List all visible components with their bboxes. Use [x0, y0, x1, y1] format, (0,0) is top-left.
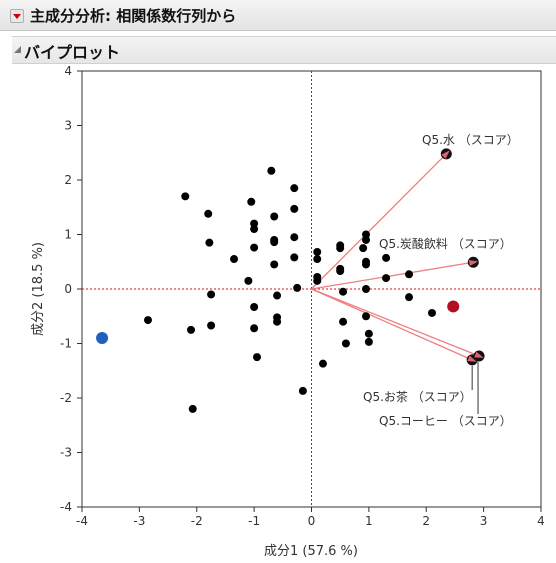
data-point[interactable]	[207, 321, 216, 330]
data-point[interactable]	[290, 253, 299, 262]
data-point[interactable]	[181, 192, 190, 201]
data-point[interactable]	[270, 212, 279, 221]
data-point[interactable]	[362, 285, 371, 293]
data-point[interactable]	[290, 204, 299, 213]
red-triangle-menu-icon[interactable]	[10, 9, 24, 23]
data-point[interactable]	[427, 308, 436, 317]
y-tick-label: -4	[60, 500, 72, 514]
data-point[interactable]	[362, 235, 371, 244]
data-point[interactable]	[362, 312, 371, 321]
vector-arrowhead	[467, 355, 477, 362]
data-point[interactable]	[250, 324, 259, 333]
data-point[interactable]	[339, 287, 348, 296]
x-tick-label: 2	[422, 514, 430, 528]
highlight-point[interactable]	[96, 332, 109, 345]
data-point[interactable]	[405, 293, 414, 302]
data-point[interactable]	[230, 255, 239, 264]
y-tick-label: -2	[60, 391, 72, 405]
report-header: 主成分分析: 相関係数行列から	[0, 0, 556, 31]
data-point[interactable]	[364, 337, 373, 346]
data-point[interactable]	[336, 244, 345, 253]
x-tick-label: 1	[365, 514, 373, 528]
data-point[interactable]	[273, 291, 282, 300]
vector-arrowhead	[468, 259, 479, 266]
data-point[interactable]	[298, 386, 307, 395]
vector-label: Q5.炭酸飲料 （スコア）	[379, 236, 512, 251]
x-tick-label: 3	[480, 514, 488, 528]
data-point[interactable]	[359, 244, 368, 253]
x-tick-label: -1	[248, 514, 260, 528]
data-point[interactable]	[270, 260, 279, 269]
x-tick-label: -4	[76, 514, 88, 528]
vector-label: Q5.お茶 （スコア）	[363, 389, 472, 404]
x-tick-label: -3	[133, 514, 145, 528]
vector-arrowhead	[441, 150, 450, 159]
data-point[interactable]	[313, 276, 322, 285]
data-point[interactable]	[290, 233, 299, 242]
data-point[interactable]	[336, 267, 345, 276]
data-point[interactable]	[143, 316, 152, 325]
data-point[interactable]	[250, 302, 259, 311]
y-axis-label: 成分2 (18.5 %)	[31, 242, 46, 336]
x-axis-label: 成分1 (57.6 %)	[264, 544, 358, 559]
vector-label: Q5.水 （スコア）	[422, 133, 519, 147]
x-tick-label: 0	[308, 514, 316, 528]
data-point[interactable]	[290, 184, 299, 193]
data-point[interactable]	[364, 329, 373, 338]
section-title: バイプロット	[24, 43, 121, 62]
y-tick-label: 3	[64, 119, 72, 133]
loading-vector	[311, 153, 447, 290]
data-point[interactable]	[339, 317, 348, 326]
data-point[interactable]	[204, 209, 213, 218]
y-tick-label: 2	[64, 173, 72, 187]
data-point[interactable]	[187, 325, 196, 334]
disclosure-triangle-icon[interactable]	[14, 46, 21, 53]
data-point[interactable]	[405, 270, 414, 279]
data-point[interactable]	[247, 197, 256, 206]
y-tick-label: 4	[64, 64, 72, 78]
data-point[interactable]	[270, 238, 279, 247]
data-point[interactable]	[252, 353, 261, 362]
data-point[interactable]	[250, 243, 259, 252]
data-point[interactable]	[293, 283, 302, 292]
data-point[interactable]	[362, 260, 371, 269]
data-point[interactable]	[188, 404, 197, 413]
loading-vector	[311, 261, 474, 290]
data-point[interactable]	[313, 255, 322, 264]
loading-vector	[311, 288, 480, 357]
data-point[interactable]	[207, 290, 216, 299]
data-point[interactable]	[244, 276, 253, 285]
y-tick-label: -1	[60, 337, 72, 351]
vector-label: Q5.コーヒー （スコア）	[379, 414, 512, 428]
section-header[interactable]: バイプロット	[12, 36, 556, 64]
data-point[interactable]	[382, 253, 391, 262]
vector-arrowhead	[474, 351, 484, 358]
data-point[interactable]	[382, 274, 391, 283]
highlight-point[interactable]	[447, 300, 460, 313]
data-point[interactable]	[318, 359, 327, 368]
x-tick-label: 4	[537, 514, 545, 528]
y-tick-label: 0	[64, 282, 72, 296]
report-title: 主成分分析: 相関係数行列から	[30, 7, 237, 25]
data-point[interactable]	[313, 247, 322, 256]
y-tick-label: 1	[64, 228, 72, 242]
data-point[interactable]	[273, 317, 282, 326]
x-tick-label: -2	[191, 514, 203, 528]
data-point[interactable]	[267, 166, 276, 175]
loading-vector	[311, 288, 473, 361]
y-tick-label: -3	[60, 446, 72, 460]
data-point[interactable]	[205, 238, 214, 247]
data-point[interactable]	[250, 225, 259, 234]
data-point[interactable]	[341, 339, 350, 348]
